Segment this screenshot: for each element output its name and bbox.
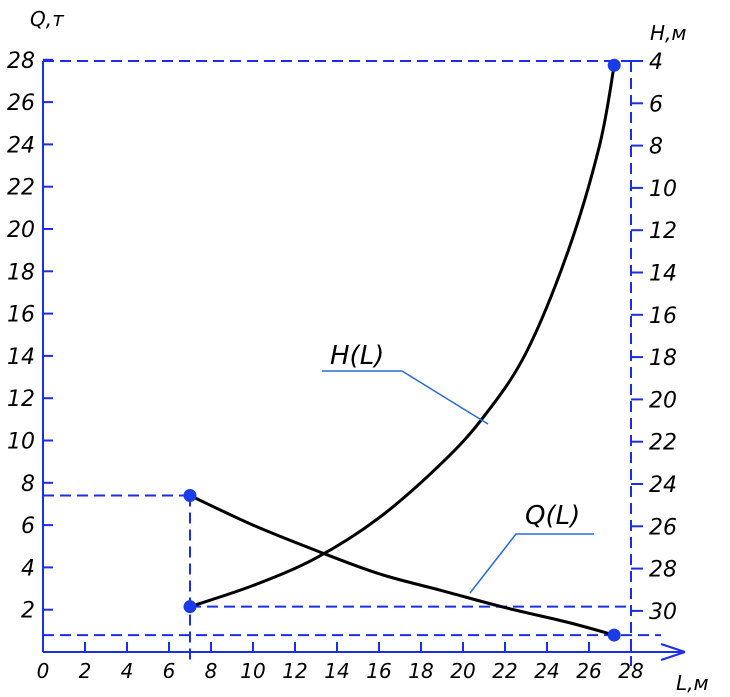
right-tick-label-4: 4 <box>649 50 663 75</box>
x-tick-label-10: 10 <box>240 659 265 683</box>
left-tick-label-4: 4 <box>21 556 35 581</box>
series-label-h: H(L) <box>330 341 384 371</box>
x-tick-label-26: 26 <box>576 659 601 683</box>
x-axis-arrow <box>660 643 686 661</box>
x-tick-label-18: 18 <box>408 659 433 683</box>
right-axis-label: H,м <box>650 21 686 45</box>
left-tick-label-12: 12 <box>7 387 35 412</box>
x-tick-label-4: 4 <box>121 659 134 683</box>
right-tick-label-26: 26 <box>649 515 677 540</box>
series-marker-q-1 <box>607 628 621 642</box>
ticks <box>43 58 643 652</box>
x-axis-label: L,м <box>676 671 709 695</box>
right-tick-label-22: 22 <box>649 431 677 456</box>
left-tick-label-16: 16 <box>7 303 35 328</box>
left-tick-label-28: 28 <box>7 49 35 74</box>
right-tick-label-28: 28 <box>649 558 677 583</box>
x-tick-label-14: 14 <box>324 659 349 683</box>
right-tick-label-30: 30 <box>649 600 677 625</box>
x-tick-label-12: 12 <box>282 659 307 683</box>
x-tick-label-2: 2 <box>79 659 92 683</box>
right-tick-label-12: 12 <box>649 219 677 244</box>
x-tick-label-20: 20 <box>450 659 475 683</box>
right-tick-label-8: 8 <box>649 135 663 160</box>
x-tick-label-0: 0 <box>37 659 50 683</box>
series-marker-q-0 <box>183 488 197 502</box>
right-tick-label-24: 24 <box>649 473 677 498</box>
left-tick-label-10: 10 <box>7 430 35 455</box>
left-axis-label: Q,т <box>30 7 65 31</box>
x-tick-label-28: 28 <box>618 659 643 683</box>
right-tick-label-16: 16 <box>649 304 677 329</box>
right-tick-label-6: 6 <box>649 92 663 117</box>
series-marker-h-0 <box>183 600 197 614</box>
leader-h <box>322 370 489 425</box>
x-tick-label-6: 6 <box>163 659 176 683</box>
left-tick-label-14: 14 <box>7 345 35 370</box>
right-tick-label-20: 20 <box>649 388 677 413</box>
x-tick-label-24: 24 <box>534 659 559 683</box>
left-tick-label-26: 26 <box>7 91 35 116</box>
x-tick-label-22: 22 <box>492 659 517 683</box>
left-tick-label-6: 6 <box>21 514 35 539</box>
right-tick-label-10: 10 <box>649 177 677 202</box>
series-label-q: Q(L) <box>525 501 580 531</box>
series-marker-h-1 <box>607 58 621 72</box>
left-tick-label-24: 24 <box>7 133 35 158</box>
x-tick-label-16: 16 <box>366 659 391 683</box>
left-tick-label-8: 8 <box>21 472 35 497</box>
right-tick-label-18: 18 <box>649 346 677 371</box>
curves <box>183 58 621 642</box>
x-tick-label-8: 8 <box>205 659 218 683</box>
left-tick-label-2: 2 <box>21 599 35 624</box>
labels: Q,т H,м L,м H(L) Q(L) 246810121416182022… <box>7 7 709 695</box>
series-line-q <box>189 494 615 637</box>
left-tick-label-18: 18 <box>7 260 35 285</box>
frame <box>42 60 686 666</box>
left-tick-label-22: 22 <box>7 176 35 201</box>
left-tick-label-20: 20 <box>7 218 35 243</box>
series-line-h <box>189 64 616 609</box>
leader-q <box>469 533 594 594</box>
right-tick-label-14: 14 <box>649 262 677 287</box>
